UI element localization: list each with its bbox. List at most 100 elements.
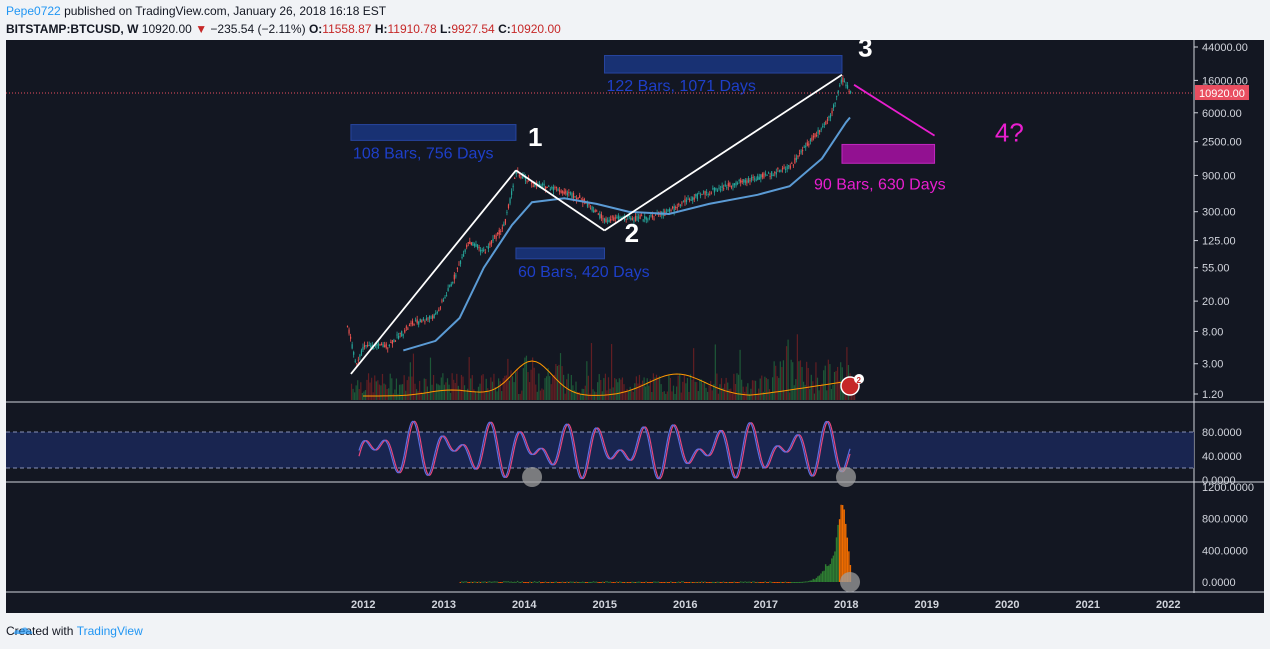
price-candle — [707, 193, 709, 196]
histogram-bar — [572, 581, 575, 583]
volume-bar — [420, 391, 422, 400]
histogram-bar — [498, 582, 500, 583]
price-candle — [650, 214, 652, 216]
volume-bar — [730, 388, 732, 400]
histogram-bar — [650, 582, 652, 583]
volume-bar — [460, 374, 463, 400]
volume-bar — [759, 378, 761, 400]
histogram-bar — [845, 523, 847, 582]
price-candle — [540, 184, 542, 188]
histogram-bar — [646, 582, 649, 583]
price-candle — [823, 123, 825, 125]
volume-bar — [638, 374, 641, 400]
volume-bar — [592, 389, 594, 400]
price-candle — [726, 187, 728, 189]
price-candle — [822, 125, 824, 128]
histogram-bar — [538, 581, 540, 583]
price-candle — [489, 242, 491, 246]
volume-bar — [818, 390, 820, 400]
histogram-bar — [708, 582, 711, 583]
histogram-bar — [507, 581, 509, 583]
price-candle — [817, 129, 819, 134]
histogram-bar — [677, 581, 680, 583]
price-candle — [455, 275, 457, 277]
price-candle — [766, 174, 768, 176]
histogram-bar — [561, 581, 564, 583]
volume-bar — [629, 386, 631, 400]
chart-svg[interactable]: 44000.00 16000.00 6000.00 2500.00 900.00 300.… — [6, 40, 1264, 613]
price-candle — [416, 319, 418, 324]
price-candle — [780, 170, 782, 172]
histogram-bar — [563, 582, 565, 583]
volume-bar — [637, 383, 639, 400]
volume-bar — [832, 384, 834, 400]
histogram-bar — [481, 581, 483, 583]
volume-bar — [819, 385, 822, 400]
histogram-bar — [783, 582, 785, 583]
annotation-label: 60 Bars, 420 Days — [518, 264, 650, 281]
histogram-bar — [772, 582, 774, 583]
volume-bar — [685, 383, 687, 400]
volume-bar — [476, 393, 478, 400]
volume-bar — [767, 379, 769, 400]
price-candle — [685, 199, 688, 202]
price-candle — [814, 133, 816, 138]
price-candle — [399, 332, 401, 334]
histogram-bar — [797, 581, 799, 583]
volume-bar — [821, 383, 823, 400]
volume-bar — [457, 385, 459, 400]
price-candle — [709, 194, 711, 196]
histogram-bar — [628, 582, 630, 583]
volume-bar — [411, 376, 413, 400]
price-candle — [740, 179, 742, 183]
price-candle — [850, 91, 852, 93]
histogram-bar — [475, 581, 477, 583]
price-candle — [721, 185, 723, 189]
author-link[interactable]: Pepe0722 — [6, 4, 61, 18]
volume-bar — [628, 390, 630, 400]
price-candle — [809, 139, 811, 142]
price-candle — [605, 218, 607, 223]
histogram-bar — [532, 581, 534, 583]
chart-canvas[interactable]: 44000.00 16000.00 6000.00 2500.00 900.00 300.… — [6, 40, 1264, 613]
histogram-bar — [670, 581, 672, 583]
histogram-bar — [831, 558, 833, 582]
volume-bar — [439, 385, 441, 400]
price-candle — [808, 143, 810, 146]
volume-bar — [555, 363, 557, 400]
price-candle — [630, 217, 632, 220]
volume-bar — [779, 361, 781, 400]
y-tick-label: 6000.00 — [1202, 108, 1242, 120]
price-candle — [820, 128, 822, 130]
close-label: C: — [498, 22, 511, 36]
histogram-bar — [461, 581, 463, 583]
price-candle — [445, 295, 448, 297]
y-tick-label: 1.20 — [1202, 389, 1223, 401]
volume-bar — [631, 390, 633, 400]
volume-bar — [488, 390, 490, 400]
volume-bar — [787, 339, 789, 400]
histogram-bar — [632, 581, 635, 583]
last-price-tag — [1195, 85, 1249, 101]
volume-bar — [423, 378, 425, 400]
histogram-bar — [835, 537, 838, 582]
price-candle — [673, 206, 675, 212]
volume-bar — [705, 387, 707, 400]
volume-bar — [615, 379, 617, 400]
wave-label: 2 — [625, 218, 639, 248]
price-candle — [555, 186, 558, 188]
volume-bar — [474, 391, 476, 400]
price-candle — [667, 210, 669, 212]
histogram-bar — [625, 581, 627, 583]
histogram-bar — [575, 581, 578, 583]
volume-bar — [414, 383, 416, 400]
tradingview-link[interactable]: TradingView — [76, 624, 143, 638]
volume-bar — [624, 390, 627, 400]
histogram-bar — [789, 582, 791, 583]
histogram-bar — [629, 582, 632, 583]
price-candle — [415, 320, 417, 322]
volume-bar — [467, 388, 469, 400]
histogram-bar — [752, 581, 754, 583]
volume-bar — [516, 368, 518, 400]
price-candle — [752, 176, 754, 178]
